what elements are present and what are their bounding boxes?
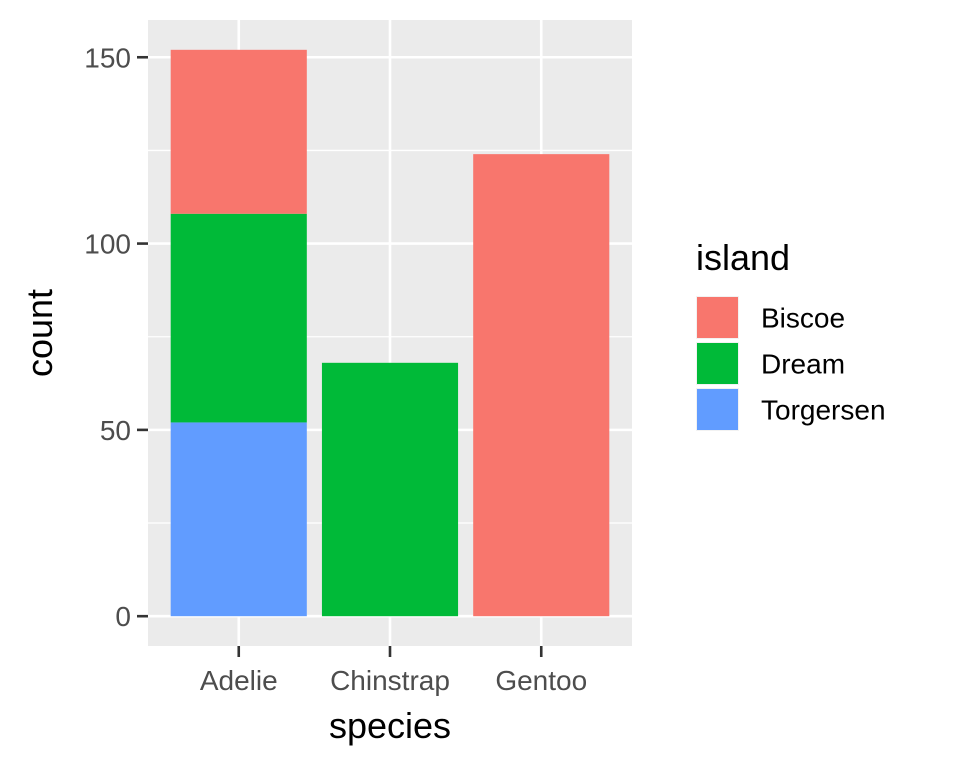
y-axis-title: count — [19, 289, 60, 377]
x-axis: Adelie Chinstrap Gentoo — [200, 646, 587, 696]
bar-gentoo-biscoe — [473, 154, 610, 617]
legend-swatch-dream — [697, 343, 738, 384]
bars — [170, 49, 610, 617]
legend-swatch-torgersen — [697, 389, 738, 430]
bar-adelie-torgersen — [170, 422, 307, 617]
legend-title: island — [696, 237, 790, 278]
legend-label-torgersen: Torgersen — [761, 395, 886, 426]
y-axis: 0 50 100 150 — [84, 42, 148, 632]
y-tick-label: 0 — [115, 601, 131, 632]
legend: island Biscoe Dream Torgersen — [696, 237, 886, 431]
x-tick-label: Adelie — [200, 665, 278, 696]
bar-adelie-biscoe — [170, 49, 307, 214]
bar-chinstrap-dream — [321, 362, 459, 617]
x-tick-label: Gentoo — [495, 665, 587, 696]
x-tick-label: Chinstrap — [330, 665, 450, 696]
x-axis-title: species — [329, 705, 451, 746]
y-tick-label: 50 — [100, 415, 131, 446]
y-tick-label: 150 — [84, 42, 131, 73]
legend-items: Biscoe Dream Torgersen — [696, 296, 886, 431]
legend-swatch-biscoe — [697, 297, 738, 338]
legend-label-dream: Dream — [761, 349, 845, 380]
y-tick-label: 100 — [84, 229, 131, 260]
bar-adelie-dream — [170, 213, 307, 423]
legend-label-biscoe: Biscoe — [761, 303, 845, 334]
